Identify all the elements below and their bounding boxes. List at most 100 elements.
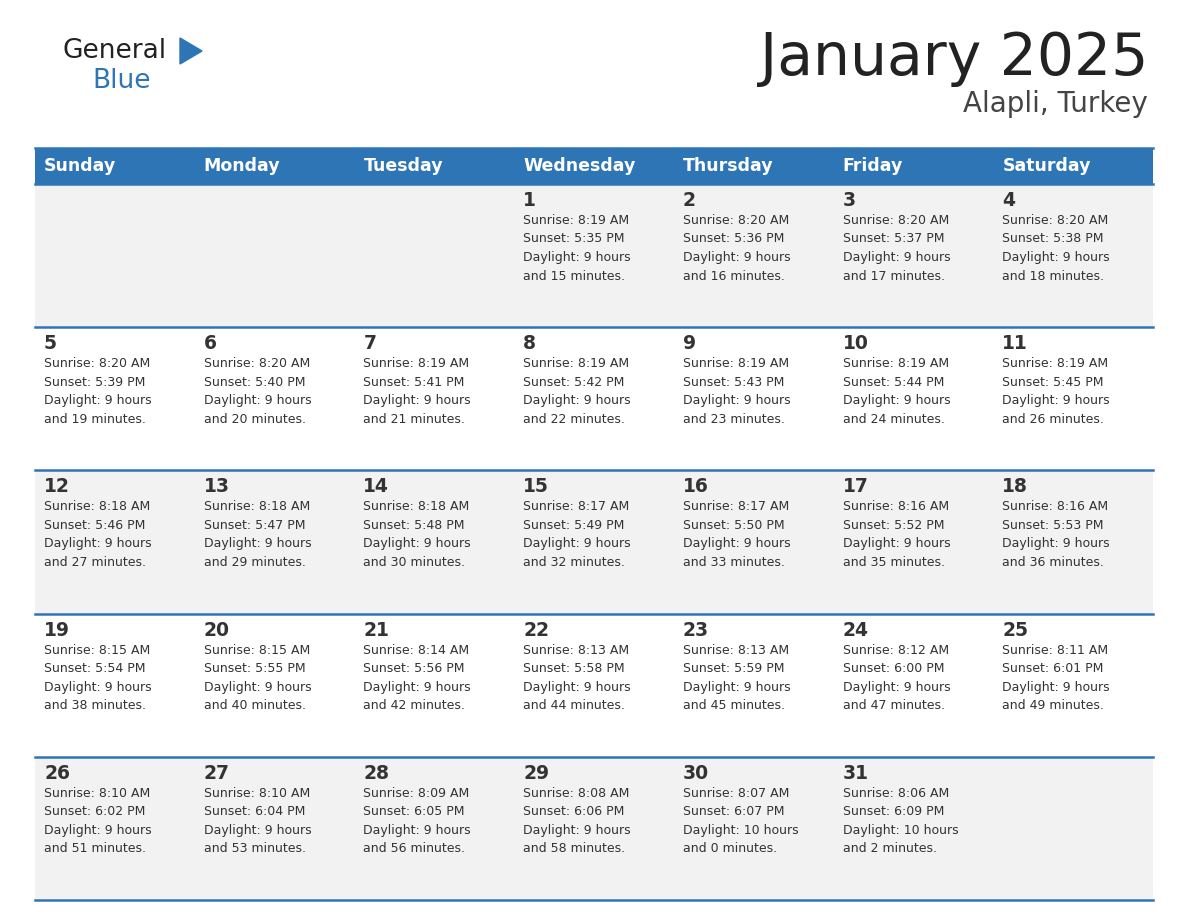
Text: Sunrise: 8:13 AM
Sunset: 5:58 PM
Daylight: 9 hours
and 44 minutes.: Sunrise: 8:13 AM Sunset: 5:58 PM Dayligh… [523, 644, 631, 712]
Text: Sunrise: 8:16 AM
Sunset: 5:52 PM
Daylight: 9 hours
and 35 minutes.: Sunrise: 8:16 AM Sunset: 5:52 PM Dayligh… [842, 500, 950, 569]
Text: Sunday: Sunday [44, 157, 116, 175]
Text: 27: 27 [203, 764, 229, 783]
Bar [354, 184, 514, 327]
Text: 14: 14 [364, 477, 390, 497]
Text: Sunrise: 8:20 AM
Sunset: 5:40 PM
Daylight: 9 hours
and 20 minutes.: Sunrise: 8:20 AM Sunset: 5:40 PM Dayligh… [203, 357, 311, 426]
Bar [354, 148, 514, 184]
Text: Sunrise: 8:19 AM
Sunset: 5:45 PM
Daylight: 9 hours
and 26 minutes.: Sunrise: 8:19 AM Sunset: 5:45 PM Dayligh… [1003, 357, 1110, 426]
Bar [354, 327, 514, 470]
Text: 22: 22 [523, 621, 549, 640]
Bar [514, 470, 674, 613]
Bar [674, 613, 834, 756]
Bar [993, 148, 1154, 184]
Bar [834, 470, 993, 613]
Text: 20: 20 [203, 621, 229, 640]
Text: 26: 26 [44, 764, 70, 783]
Text: Blue: Blue [91, 68, 151, 94]
Text: Sunrise: 8:18 AM
Sunset: 5:46 PM
Daylight: 9 hours
and 27 minutes.: Sunrise: 8:18 AM Sunset: 5:46 PM Dayligh… [44, 500, 152, 569]
Bar [195, 184, 354, 327]
Text: Sunrise: 8:18 AM
Sunset: 5:47 PM
Daylight: 9 hours
and 29 minutes.: Sunrise: 8:18 AM Sunset: 5:47 PM Dayligh… [203, 500, 311, 569]
Bar [354, 613, 514, 756]
Bar [834, 613, 993, 756]
Text: 21: 21 [364, 621, 390, 640]
Text: 29: 29 [523, 764, 549, 783]
Text: Sunrise: 8:11 AM
Sunset: 6:01 PM
Daylight: 9 hours
and 49 minutes.: Sunrise: 8:11 AM Sunset: 6:01 PM Dayligh… [1003, 644, 1110, 712]
Text: Sunrise: 8:07 AM
Sunset: 6:07 PM
Daylight: 10 hours
and 0 minutes.: Sunrise: 8:07 AM Sunset: 6:07 PM Dayligh… [683, 787, 798, 856]
Bar [34, 184, 195, 327]
Text: Sunrise: 8:20 AM
Sunset: 5:39 PM
Daylight: 9 hours
and 19 minutes.: Sunrise: 8:20 AM Sunset: 5:39 PM Dayligh… [44, 357, 152, 426]
Bar [834, 148, 993, 184]
Bar [514, 613, 674, 756]
Text: Sunrise: 8:16 AM
Sunset: 5:53 PM
Daylight: 9 hours
and 36 minutes.: Sunrise: 8:16 AM Sunset: 5:53 PM Dayligh… [1003, 500, 1110, 569]
Text: 31: 31 [842, 764, 868, 783]
Bar [834, 184, 993, 327]
Text: 24: 24 [842, 621, 868, 640]
Text: 3: 3 [842, 191, 855, 210]
Text: 10: 10 [842, 334, 868, 353]
Text: 6: 6 [203, 334, 216, 353]
Text: Sunrise: 8:19 AM
Sunset: 5:44 PM
Daylight: 9 hours
and 24 minutes.: Sunrise: 8:19 AM Sunset: 5:44 PM Dayligh… [842, 357, 950, 426]
Bar [674, 327, 834, 470]
Text: Sunrise: 8:20 AM
Sunset: 5:36 PM
Daylight: 9 hours
and 16 minutes.: Sunrise: 8:20 AM Sunset: 5:36 PM Dayligh… [683, 214, 790, 283]
Text: 18: 18 [1003, 477, 1028, 497]
Text: 16: 16 [683, 477, 709, 497]
Bar [514, 148, 674, 184]
Bar [195, 327, 354, 470]
Text: Sunrise: 8:17 AM
Sunset: 5:50 PM
Daylight: 9 hours
and 33 minutes.: Sunrise: 8:17 AM Sunset: 5:50 PM Dayligh… [683, 500, 790, 569]
Bar [514, 327, 674, 470]
Bar [354, 470, 514, 613]
Text: Sunrise: 8:19 AM
Sunset: 5:42 PM
Daylight: 9 hours
and 22 minutes.: Sunrise: 8:19 AM Sunset: 5:42 PM Dayligh… [523, 357, 631, 426]
Bar [674, 756, 834, 900]
Text: Sunrise: 8:19 AM
Sunset: 5:43 PM
Daylight: 9 hours
and 23 minutes.: Sunrise: 8:19 AM Sunset: 5:43 PM Dayligh… [683, 357, 790, 426]
Text: Sunrise: 8:18 AM
Sunset: 5:48 PM
Daylight: 9 hours
and 30 minutes.: Sunrise: 8:18 AM Sunset: 5:48 PM Dayligh… [364, 500, 472, 569]
Text: Sunrise: 8:10 AM
Sunset: 6:02 PM
Daylight: 9 hours
and 51 minutes.: Sunrise: 8:10 AM Sunset: 6:02 PM Dayligh… [44, 787, 152, 856]
Text: Sunrise: 8:12 AM
Sunset: 6:00 PM
Daylight: 9 hours
and 47 minutes.: Sunrise: 8:12 AM Sunset: 6:00 PM Dayligh… [842, 644, 950, 712]
Text: 23: 23 [683, 621, 709, 640]
Text: Sunrise: 8:09 AM
Sunset: 6:05 PM
Daylight: 9 hours
and 56 minutes.: Sunrise: 8:09 AM Sunset: 6:05 PM Dayligh… [364, 787, 472, 856]
Bar [993, 613, 1154, 756]
Text: General: General [62, 38, 166, 64]
Text: 2: 2 [683, 191, 696, 210]
Bar [34, 613, 195, 756]
Bar [34, 470, 195, 613]
Bar [34, 327, 195, 470]
Text: Sunrise: 8:13 AM
Sunset: 5:59 PM
Daylight: 9 hours
and 45 minutes.: Sunrise: 8:13 AM Sunset: 5:59 PM Dayligh… [683, 644, 790, 712]
Bar [195, 470, 354, 613]
Text: Wednesday: Wednesday [523, 157, 636, 175]
Text: Sunrise: 8:10 AM
Sunset: 6:04 PM
Daylight: 9 hours
and 53 minutes.: Sunrise: 8:10 AM Sunset: 6:04 PM Dayligh… [203, 787, 311, 856]
Polygon shape [181, 38, 202, 64]
Bar [514, 184, 674, 327]
Text: 1: 1 [523, 191, 536, 210]
Text: 9: 9 [683, 334, 696, 353]
Text: 12: 12 [44, 477, 70, 497]
Text: January 2025: January 2025 [759, 30, 1148, 87]
Text: Tuesday: Tuesday [364, 157, 443, 175]
Bar [195, 148, 354, 184]
Bar [993, 756, 1154, 900]
Text: 28: 28 [364, 764, 390, 783]
Bar [354, 756, 514, 900]
Text: Sunrise: 8:19 AM
Sunset: 5:35 PM
Daylight: 9 hours
and 15 minutes.: Sunrise: 8:19 AM Sunset: 5:35 PM Dayligh… [523, 214, 631, 283]
Bar [834, 327, 993, 470]
Bar [674, 184, 834, 327]
Bar [674, 148, 834, 184]
Text: Sunrise: 8:08 AM
Sunset: 6:06 PM
Daylight: 9 hours
and 58 minutes.: Sunrise: 8:08 AM Sunset: 6:06 PM Dayligh… [523, 787, 631, 856]
Bar [34, 756, 195, 900]
Bar [514, 756, 674, 900]
Text: Sunrise: 8:15 AM
Sunset: 5:55 PM
Daylight: 9 hours
and 40 minutes.: Sunrise: 8:15 AM Sunset: 5:55 PM Dayligh… [203, 644, 311, 712]
Text: Sunrise: 8:15 AM
Sunset: 5:54 PM
Daylight: 9 hours
and 38 minutes.: Sunrise: 8:15 AM Sunset: 5:54 PM Dayligh… [44, 644, 152, 712]
Text: 11: 11 [1003, 334, 1028, 353]
Bar [195, 756, 354, 900]
Bar [993, 470, 1154, 613]
Text: Friday: Friday [842, 157, 903, 175]
Text: Thursday: Thursday [683, 157, 773, 175]
Text: Sunrise: 8:20 AM
Sunset: 5:38 PM
Daylight: 9 hours
and 18 minutes.: Sunrise: 8:20 AM Sunset: 5:38 PM Dayligh… [1003, 214, 1110, 283]
Bar [195, 613, 354, 756]
Text: 13: 13 [203, 477, 229, 497]
Text: 8: 8 [523, 334, 536, 353]
Text: Alapli, Turkey: Alapli, Turkey [963, 90, 1148, 118]
Text: 25: 25 [1003, 621, 1029, 640]
Text: Sunrise: 8:06 AM
Sunset: 6:09 PM
Daylight: 10 hours
and 2 minutes.: Sunrise: 8:06 AM Sunset: 6:09 PM Dayligh… [842, 787, 959, 856]
Bar [674, 470, 834, 613]
Text: 15: 15 [523, 477, 549, 497]
